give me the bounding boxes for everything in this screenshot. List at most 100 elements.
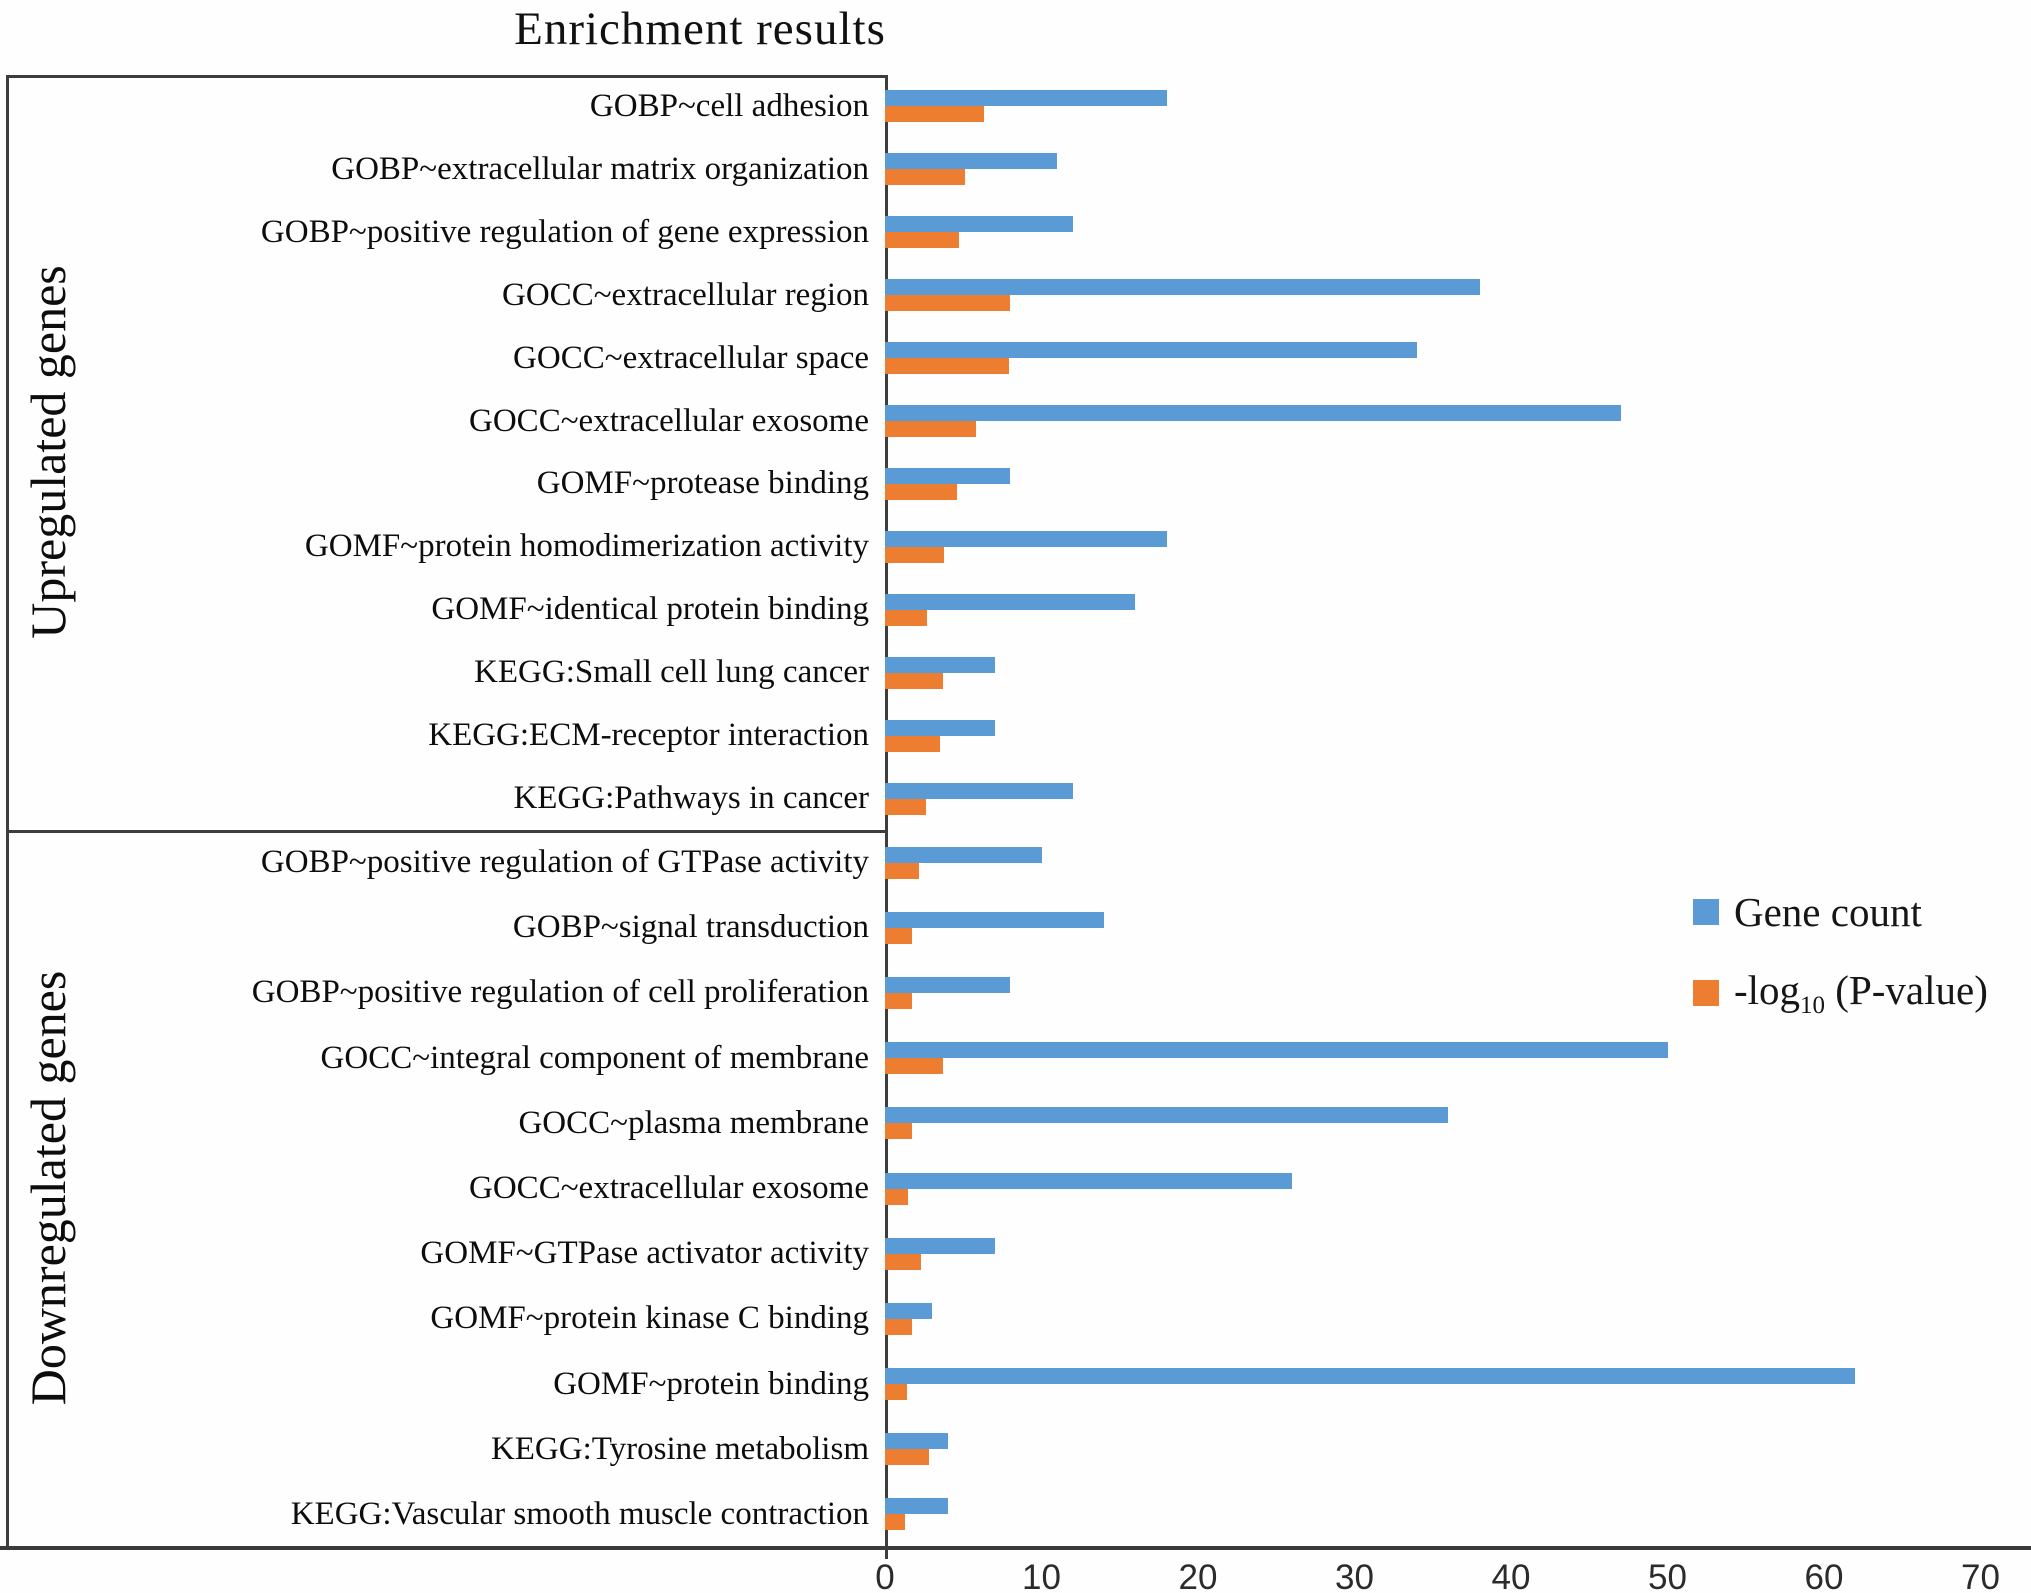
category-row: GOBP~cell adhesion — [0, 75, 2031, 138]
log-p-bar — [885, 1449, 929, 1466]
category-label: GOMF~protein kinase C binding — [430, 1300, 869, 1337]
gene-count-bar — [885, 1172, 1292, 1189]
bar-pair — [885, 1286, 2031, 1351]
category-label: KEGG:Vascular smooth muscle contraction — [290, 1495, 869, 1532]
bar-pair — [885, 390, 2031, 453]
log-p-bar — [885, 609, 928, 626]
downregulated-section: GOBP~positive regulation of GTPase activ… — [0, 830, 2031, 1547]
bar-pair — [885, 453, 2031, 516]
category-label: GOMF~GTPase activator activity — [420, 1235, 869, 1272]
gene-count-bar — [885, 90, 1167, 107]
x-tick-label: 30 — [1335, 1558, 1374, 1593]
category-label: GOMF~protein binding — [553, 1365, 869, 1402]
log-p-bar — [885, 1514, 906, 1531]
bar-pair — [885, 578, 2031, 641]
bar-pair — [885, 1091, 2031, 1156]
legend-item-pvalue: -log10 (P-value) — [1693, 966, 1988, 1020]
category-row: GOBP~extracellular matrix organization — [0, 138, 2031, 201]
gene-count-bar — [885, 279, 1480, 296]
bar-pair — [885, 1417, 2031, 1482]
bar-pair — [885, 201, 2031, 264]
log-p-bar — [885, 798, 926, 815]
category-row: KEGG:Vascular smooth muscle contraction — [0, 1482, 2031, 1547]
gene-count-bar — [885, 405, 1621, 422]
log-p-bar — [885, 1253, 921, 1270]
log-p-bar — [885, 992, 912, 1009]
category-row: GOMF~identical protein binding — [0, 578, 2031, 641]
gene-count-bar — [885, 1237, 995, 1254]
gene-count-bar — [885, 1302, 932, 1319]
category-label: KEGG:ECM-receptor interaction — [428, 717, 869, 754]
category-label: KEGG:Small cell lung cancer — [474, 654, 869, 691]
log-p-bar — [885, 232, 959, 249]
category-row: GOCC~extracellular region — [0, 264, 2031, 327]
group-divider-line — [6, 830, 887, 833]
x-tick-label: 20 — [1178, 1558, 1218, 1593]
log-p-bar — [885, 927, 912, 944]
bar-pair — [885, 327, 2031, 390]
category-row: KEGG:ECM-receptor interaction — [0, 704, 2031, 767]
gene-count-bar — [885, 467, 1011, 484]
log-p-bar — [885, 862, 920, 879]
category-row: GOCC~plasma membrane — [0, 1091, 2031, 1156]
category-label: GOCC~extracellular space — [513, 339, 869, 376]
bar-pair — [885, 75, 2031, 138]
category-row: KEGG:Small cell lung cancer — [0, 641, 2031, 704]
plot-area: GOBP~cell adhesion GOBP~extracellular mat… — [0, 75, 2031, 1547]
gene-count-bar — [885, 719, 995, 736]
x-tick-label: 50 — [1648, 1558, 1687, 1593]
gene-count-swatch-icon — [1693, 899, 1719, 925]
bar-pair — [885, 1221, 2031, 1286]
legend-gene-count-label: Gene count — [1734, 889, 1922, 935]
gene-count-bar — [885, 911, 1105, 928]
upregulated-section: GOBP~cell adhesion GOBP~extracellular mat… — [0, 75, 2031, 830]
bar-pair — [885, 1156, 2031, 1221]
category-row: GOMF~protein homodimerization activity — [0, 515, 2031, 578]
gene-count-bar — [885, 593, 1136, 610]
category-label: KEGG:Tyrosine metabolism — [490, 1430, 869, 1467]
category-row: GOCC~extracellular exosome — [0, 390, 2031, 453]
category-row: GOMF~protein kinase C binding — [0, 1286, 2031, 1351]
category-row: GOBP~positive regulation of gene express… — [0, 201, 2031, 264]
category-row: GOCC~extracellular exosome — [0, 1156, 2031, 1221]
bar-pair — [885, 960, 2031, 1025]
bar-pair — [885, 515, 2031, 578]
log-p-bar — [885, 1188, 909, 1205]
bar-pair — [885, 830, 2031, 895]
gene-count-bar — [885, 976, 1011, 993]
log-p-bar — [885, 1058, 943, 1075]
category-label: GOBP~signal transduction — [512, 909, 869, 946]
category-label: GOCC~extracellular exosome — [469, 1170, 869, 1207]
category-row: GOCC~extracellular space — [0, 327, 2031, 390]
bar-pair — [885, 704, 2031, 767]
category-label: GOCC~integral component of membrane — [320, 1039, 869, 1076]
category-label: GOBP~extracellular matrix organization — [331, 150, 869, 187]
category-row: GOMF~GTPase activator activity — [0, 1221, 2031, 1286]
gene-count-bar — [885, 530, 1167, 547]
bar-pair — [885, 264, 2031, 327]
x-tick-label: 40 — [1491, 1558, 1531, 1593]
gene-count-bar — [885, 1107, 1449, 1124]
gene-count-bar — [885, 216, 1073, 233]
gene-count-bar — [885, 1433, 948, 1450]
log-p-bar — [885, 546, 945, 563]
legend-pvalue-label: -log10 (P-value) — [1734, 967, 1988, 1020]
x-axis-line — [0, 1546, 2031, 1550]
bar-pair — [885, 1482, 2031, 1547]
chart-title: Enrichment results — [514, 3, 886, 55]
legend-item-gene-count: Gene count — [1693, 888, 1988, 936]
category-label: GOCC~extracellular exosome — [469, 402, 869, 439]
pvalue-swatch-icon — [1693, 980, 1719, 1007]
log-p-bar — [885, 735, 940, 752]
x-tick-label: 70 — [1961, 1558, 2000, 1593]
x-tick-label: 0 — [875, 1558, 895, 1593]
plot-box-top-border — [6, 75, 887, 78]
x-tick-label: 60 — [1804, 1558, 1844, 1593]
log-p-bar — [885, 672, 943, 689]
category-row: GOMF~protein binding — [0, 1352, 2031, 1417]
plot-box-left-border — [6, 75, 9, 1549]
bar-pair — [885, 138, 2031, 201]
gene-count-bar — [885, 782, 1073, 799]
log-p-bar — [885, 1123, 912, 1140]
